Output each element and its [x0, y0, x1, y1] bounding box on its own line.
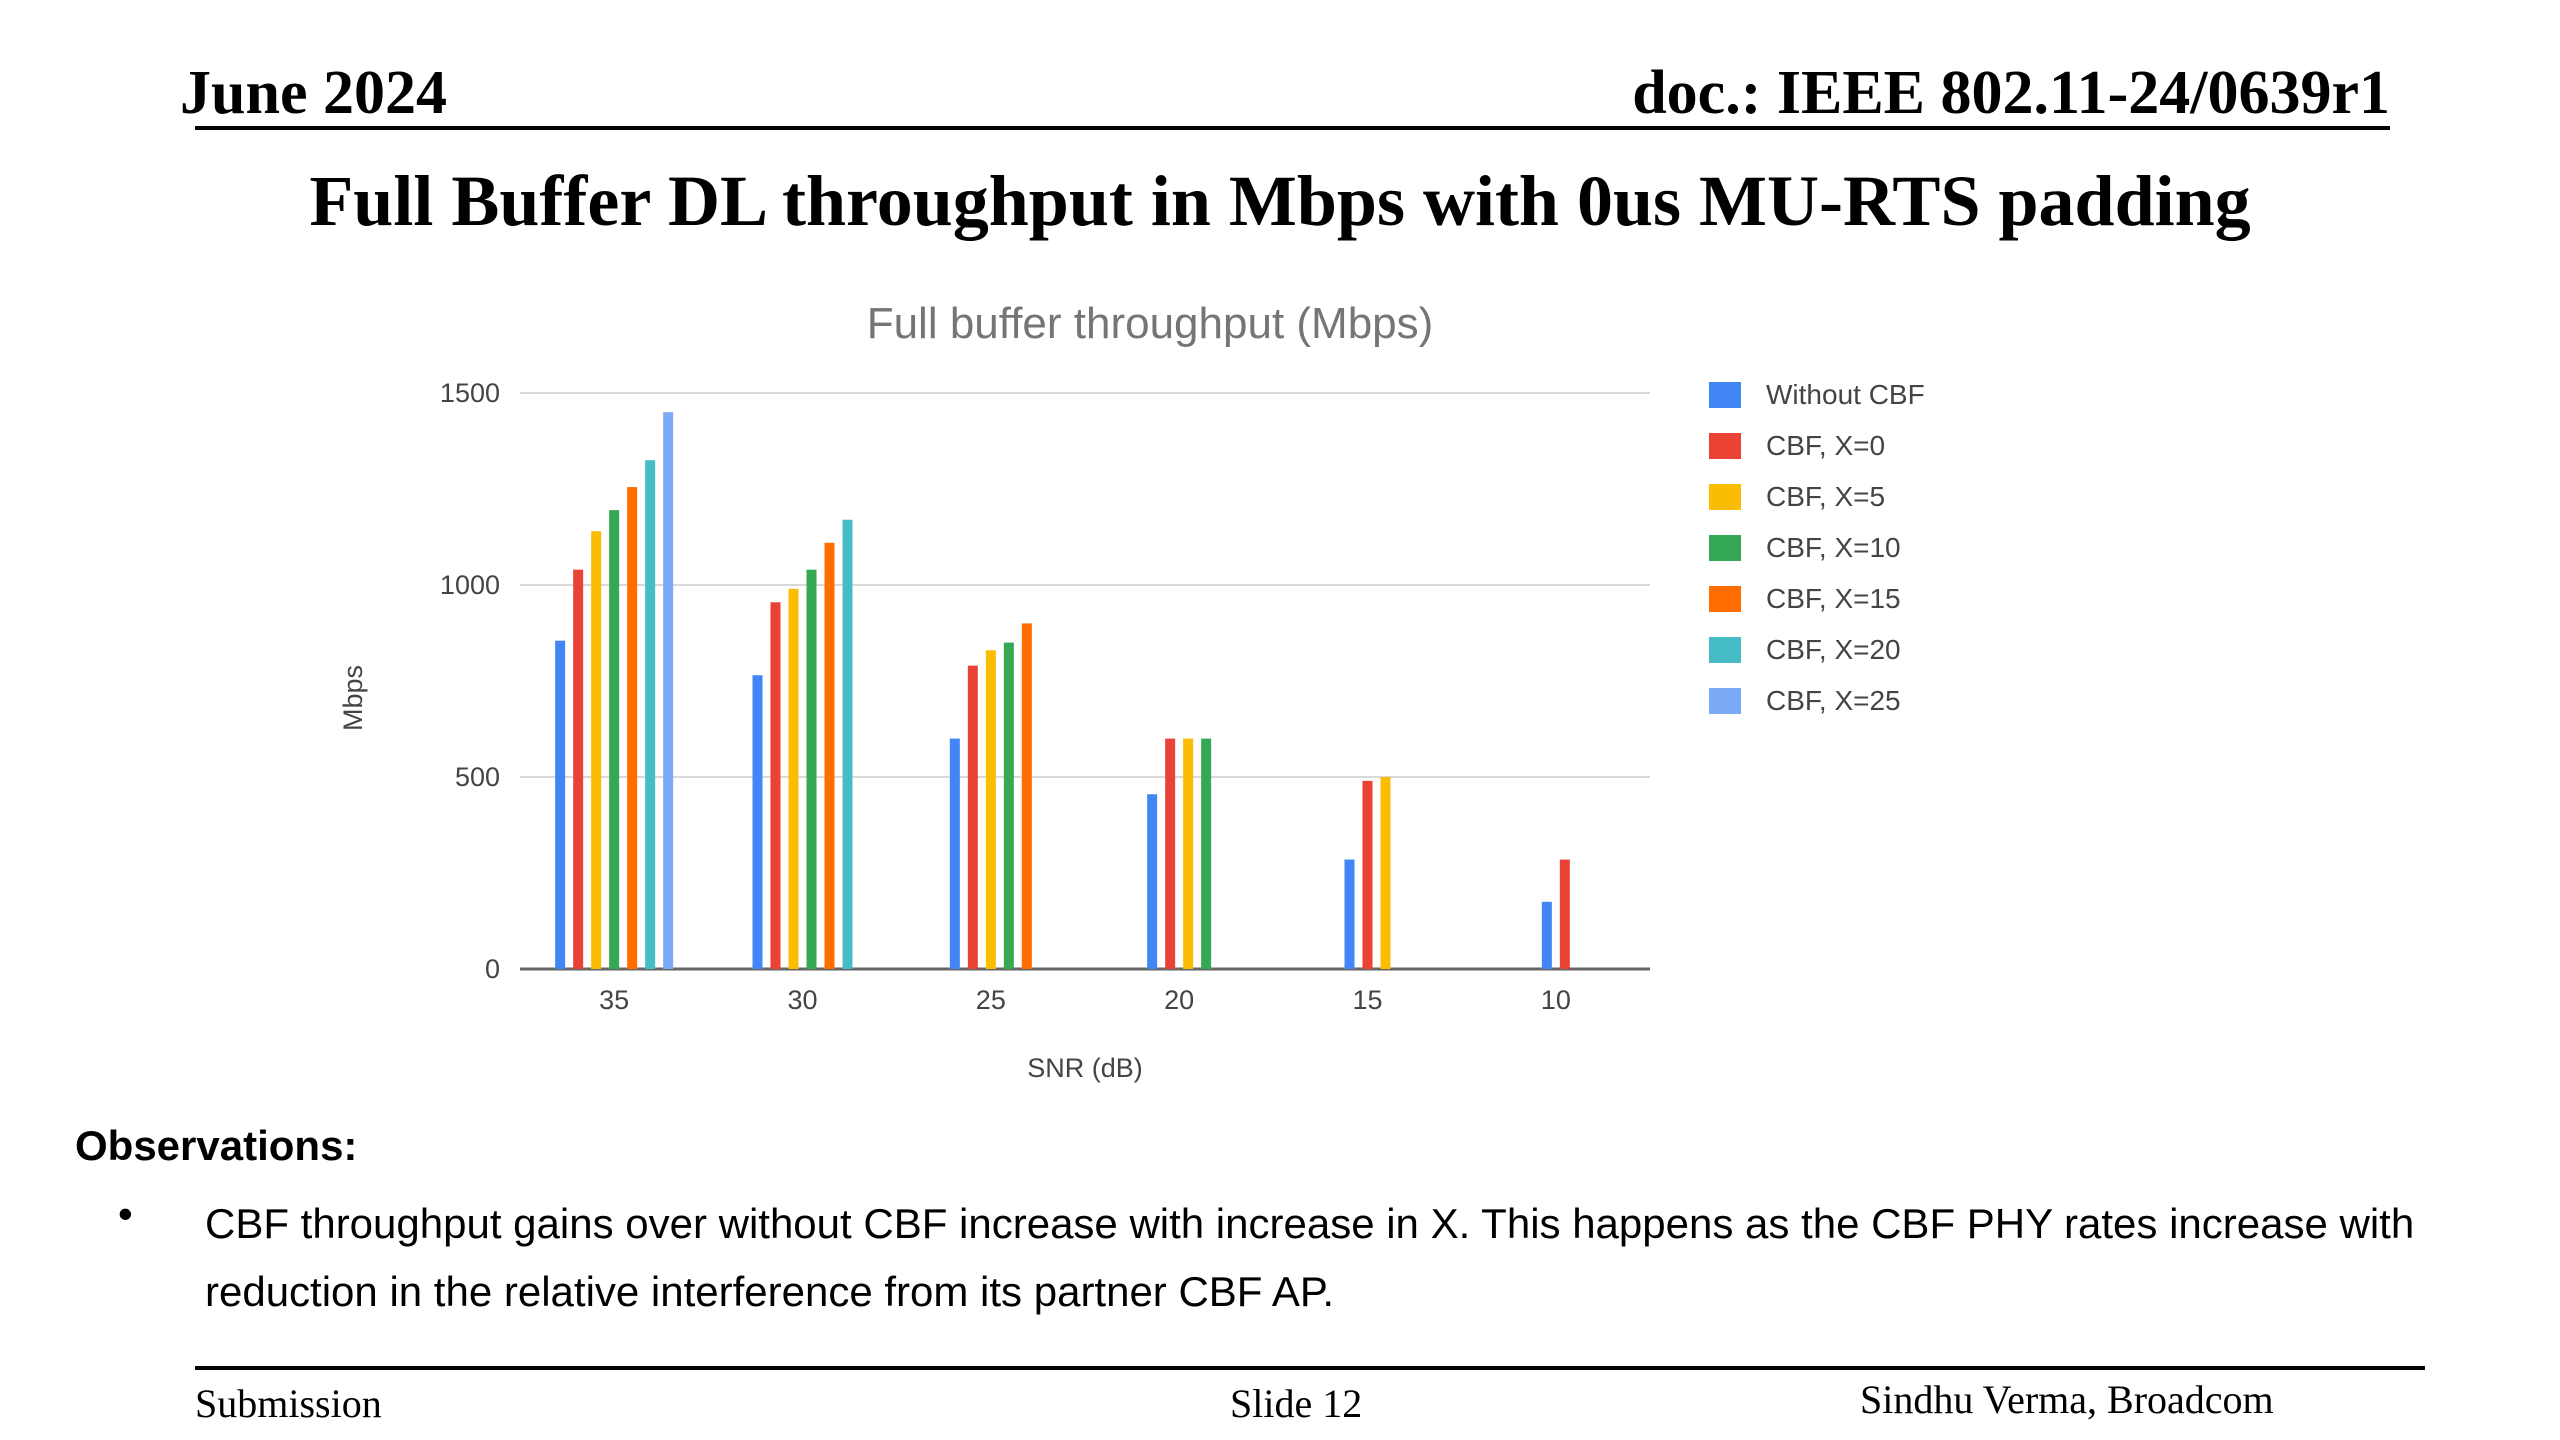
bar: [609, 510, 620, 969]
bar: [1147, 794, 1158, 969]
bar: [1344, 859, 1355, 969]
legend-swatch: [1709, 433, 1741, 459]
bar: [752, 675, 763, 969]
bar: [806, 569, 817, 969]
y-axis-label: Mbps: [338, 665, 368, 731]
bar: [1201, 738, 1212, 969]
y-tick-label: 500: [455, 762, 500, 792]
chart-text: 0 500 1000 1500 35 30 25 20 15 10 Full buffer thro…: [338, 299, 1571, 1083]
bar: [1380, 777, 1391, 969]
bar: [788, 588, 799, 969]
footer-submission: Submission: [195, 1381, 382, 1426]
y-tick-label: 1500: [440, 378, 500, 408]
y-tick-label: 0: [485, 954, 500, 984]
bar: [1362, 780, 1373, 969]
x-tick-label: 30: [787, 985, 817, 1015]
bar: [967, 665, 978, 969]
legend-swatch: [1709, 535, 1741, 561]
bar: [1559, 859, 1570, 969]
footer-author: Sindhu Verma, Broadcom: [1860, 1377, 2274, 1422]
bar: [770, 602, 781, 969]
legend-label: CBF, X=15: [1766, 583, 1901, 614]
footer-rule: [195, 1366, 2425, 1370]
legend-swatch: [1709, 586, 1741, 612]
observations-heading: Observations:: [75, 1122, 358, 1169]
x-tick-label: 25: [976, 985, 1006, 1015]
throughput-bar-chart: 0 500 1000 1500 35 30 25 20 15 10 Full buffer thro…: [338, 299, 1925, 1083]
bar: [1541, 901, 1552, 969]
bar: [1021, 623, 1032, 969]
legend-label: CBF, X=10: [1766, 532, 1901, 563]
legend-label: Without CBF: [1766, 379, 1925, 410]
bar: [949, 738, 960, 969]
bar: [842, 519, 853, 969]
observation-text: CBF throughput gains over without CBF in…: [205, 1200, 2415, 1315]
legend-label: CBF, X=5: [1766, 481, 1885, 512]
legend-label: CBF, X=20: [1766, 634, 1901, 665]
x-tick-label: 10: [1541, 985, 1571, 1015]
bar: [1165, 738, 1176, 969]
legend-swatch: [1709, 688, 1741, 714]
x-axis-label: SNR (dB): [1027, 1053, 1143, 1083]
bar: [573, 569, 584, 969]
x-tick-label: 20: [1164, 985, 1194, 1015]
legend-label: CBF, X=25: [1766, 685, 1901, 716]
chart-legend: Without CBF CBF, X=0 CBF, X=5 CBF, X=10 CBF,…: [1709, 379, 1925, 716]
header-rule: [195, 126, 2390, 130]
bar: [627, 487, 638, 969]
x-tick-label: 15: [1352, 985, 1382, 1015]
chart-gridlines: [520, 392, 1650, 971]
bar: [1003, 642, 1014, 969]
bar: [663, 412, 674, 969]
legend-swatch: [1709, 637, 1741, 663]
slide-title: Full Buffer DL throughput in Mbps with 0…: [309, 161, 2251, 241]
bullet-icon: •: [118, 1190, 133, 1237]
bar: [985, 650, 996, 969]
bar: [1183, 738, 1194, 969]
header-date: June 2024: [180, 59, 447, 127]
bar: [591, 531, 602, 969]
bar: [824, 542, 835, 969]
x-tick-label: 35: [599, 985, 629, 1015]
bar: [645, 460, 656, 969]
bar: [555, 640, 566, 969]
chart-title: Full buffer throughput (Mbps): [867, 299, 1434, 348]
legend-swatch: [1709, 382, 1741, 408]
legend-swatch: [1709, 484, 1741, 510]
legend-label: CBF, X=0: [1766, 430, 1885, 461]
chart-bars: [555, 412, 1570, 969]
footer-slide-number: Slide 12: [1230, 1381, 1363, 1426]
header-doc-id: doc.: IEEE 802.11-24/0639r1: [1632, 59, 2390, 127]
y-tick-label: 1000: [440, 570, 500, 600]
